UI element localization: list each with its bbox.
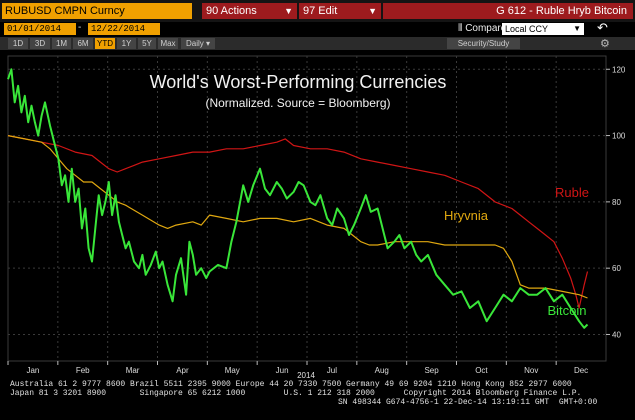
currency-select-value: Local CCY [505,24,549,34]
series-line-ruble [7,135,589,309]
chevron-down-icon: ▼ [368,6,377,16]
series-label-hryvnia: Hryvnia [444,208,489,223]
end-date-input[interactable]: 12/22/2014 [88,23,160,35]
date-separator: - [78,22,82,33]
compare-toggle[interactable]: ⦀ Compare [458,23,506,34]
undo-arrow-icon[interactable]: ↶ [597,21,608,36]
chart-title: World's Worst-Performing Currencies [150,72,447,92]
chart-lines [7,68,589,329]
x-tick-label-oct: Oct [475,366,488,375]
currency-performance-chart: 40 60 80 100 120 Jan Feb Mar Apr May Jun Jul Aug Sep… [7,55,626,379]
compare-icon: ⦀ [458,23,463,34]
x-tick-label-dec: Dec [574,366,588,375]
series-line-hryvnia [7,135,588,299]
start-date-input[interactable]: 01/01/2014 [4,23,76,35]
x-tick-label-sep: Sep [424,366,439,375]
x-tick-label-jun: Jun [276,366,289,375]
chevron-down-icon: ▼ [284,6,293,16]
y-tick-label: 80 [612,198,621,207]
edit-menu-label: 97 Edit [303,5,338,17]
compare-label: Compare [465,23,507,34]
y-axis: 40 60 80 100 120 [606,65,626,339]
period-button-1y[interactable]: 1Y [117,38,136,49]
x-tick-label-aug: Aug [375,366,389,375]
x-tick-label-jul: Jul [327,366,337,375]
series-label-ruble: Ruble [555,185,589,200]
x-tick-label-may: May [225,366,240,375]
actions-menu-button[interactable]: 90 Actions ▼ [202,3,297,19]
x-axis: Jan Feb Mar Apr May Jun Jul Aug Sep Oct Nov Dec [7,361,588,375]
period-button-ytd[interactable]: YTD [95,38,115,49]
currency-select[interactable]: Local CCY ▼ [502,23,584,35]
x-tick-label-nov: Nov [524,366,538,375]
chevron-down-icon: ▾ [206,39,211,48]
period-button-6m[interactable]: 6M [73,38,93,49]
security-study-button[interactable]: Security/Study [447,38,520,49]
x-tick-label-jan: Jan [26,366,39,375]
y-tick-label: 120 [612,65,626,74]
x-tick-label-apr: Apr [176,366,189,375]
gear-icon[interactable]: ⚙ [600,37,610,50]
x-axis-label: 2014 [297,371,315,379]
y-tick-label: 40 [612,330,621,339]
period-button-max[interactable]: Max [158,38,178,49]
chart-grid [7,55,607,362]
footer-serial-line: SN 498344 G674-4756-1 22-Dec-14 13:19:11… [338,398,598,407]
frequency-value: Daily [185,39,204,48]
x-tick-label-mar: Mar [126,366,140,375]
period-button-1m[interactable]: 1M [52,38,71,49]
actions-menu-label: 90 Actions [206,5,257,17]
series-line-bitcoin [7,68,589,329]
series-label-bitcoin: Bitcoin [547,303,586,318]
x-tick-label-feb: Feb [76,366,90,375]
period-button-5y[interactable]: 5Y [138,38,156,49]
y-tick-label: 100 [612,132,626,141]
edit-menu-button[interactable]: 97 Edit ▼ [299,3,381,19]
chart-subtitle: (Normalized. Source = Bloomberg) [205,96,390,110]
footer-contact-line-2: Japan 81 3 3201 8900 Singapore 65 6212 1… [10,389,582,398]
period-button-1d[interactable]: 1D [8,38,28,49]
y-tick-label: 60 [612,264,621,273]
series-labels: Ruble Hryvnia Bitcoin [444,185,589,318]
period-button-3d[interactable]: 3D [30,38,50,49]
footer-contact-line-1: Australia 61 2 9777 8600 Brazil 5511 239… [10,380,572,389]
security-title: G 612 - Ruble Hryb Bitcoin [383,3,633,19]
frequency-select[interactable]: Daily ▾ [181,38,215,49]
chevron-down-icon: ▼ [573,24,581,33]
ticker-field[interactable]: RUBUSD CMPN Curncy [2,3,192,19]
